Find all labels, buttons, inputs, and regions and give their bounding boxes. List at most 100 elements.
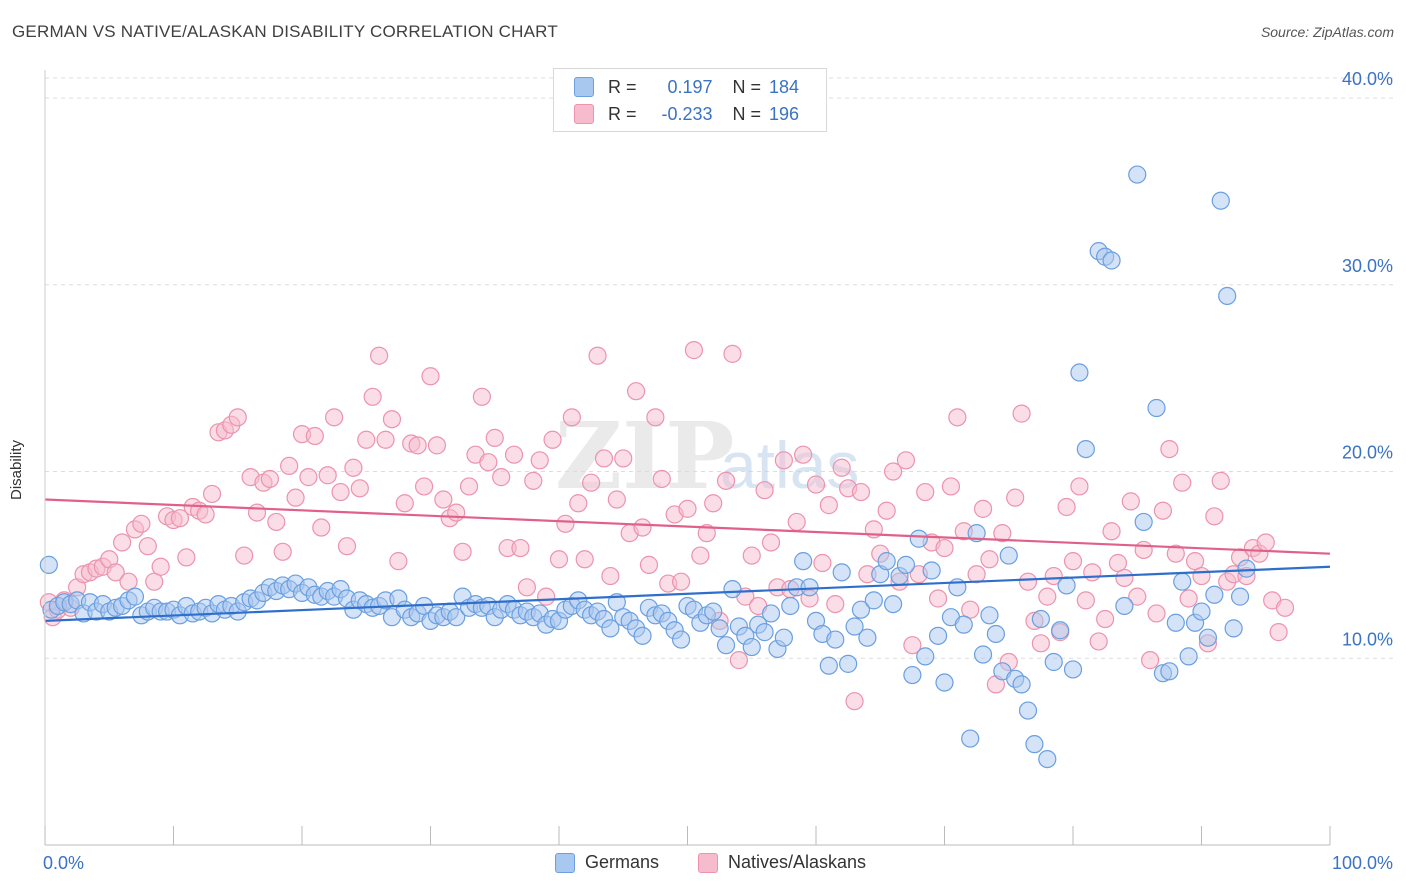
german-point <box>980 606 999 625</box>
native-point <box>993 524 1012 543</box>
legend-row-german: R = 0.197 N = 184 <box>574 75 799 99</box>
native-point <box>305 426 324 446</box>
native-point <box>112 533 132 552</box>
native-point <box>273 542 292 561</box>
german-point <box>1076 439 1095 459</box>
native-point <box>370 346 389 365</box>
german-point <box>1205 585 1224 604</box>
german-point <box>909 529 928 548</box>
german-point <box>755 623 774 642</box>
native-point <box>228 408 247 427</box>
native-r-label: R = <box>608 103 637 124</box>
german-point <box>916 647 935 666</box>
german-point <box>922 561 941 580</box>
native-point <box>1063 552 1083 571</box>
native-point <box>896 451 916 470</box>
native-point <box>742 546 761 565</box>
native-point <box>376 430 395 449</box>
native-point <box>1057 497 1076 517</box>
native-point <box>941 477 961 496</box>
native-point <box>1275 598 1295 617</box>
bottom-legend-native: Natives/Alaskans <box>698 852 866 873</box>
german-point <box>986 624 1006 644</box>
native-point <box>504 445 524 464</box>
x-tick-label: 0.0% <box>43 853 84 873</box>
correlation-legend: R = 0.197 N = 184 R = -0.233 N = 196 <box>553 68 827 132</box>
native-point <box>1076 591 1095 610</box>
native-point <box>1205 507 1224 526</box>
native-point <box>1089 632 1108 651</box>
native-point <box>1018 572 1038 591</box>
german-point <box>1038 749 1057 769</box>
german-point <box>851 600 871 619</box>
native-point <box>948 408 967 427</box>
native-point <box>626 382 646 401</box>
x-tick-label: 100.0% <box>1332 853 1393 873</box>
german-point <box>761 604 781 623</box>
german-point <box>1147 398 1166 418</box>
german-points-layer <box>39 165 1256 769</box>
y-tick-label: 10.0% <box>1342 629 1393 649</box>
native-point <box>774 451 793 470</box>
german-point <box>1192 602 1211 621</box>
german-point <box>1134 512 1153 532</box>
german-point <box>1173 572 1192 591</box>
german-point <box>447 608 466 627</box>
german-n-value: 184 <box>769 76 800 97</box>
german-legend-swatch <box>555 852 575 873</box>
native-point <box>459 477 479 496</box>
german-point <box>710 619 729 638</box>
native-point <box>1031 634 1050 653</box>
german-point <box>967 524 986 543</box>
german-r-label: R = <box>608 76 637 97</box>
native-point <box>556 514 575 533</box>
native-point <box>1179 589 1198 608</box>
native-point <box>286 488 305 507</box>
native-point <box>543 430 562 449</box>
native-point <box>826 594 845 614</box>
native-point <box>601 566 620 586</box>
native-point <box>267 512 286 532</box>
native-point <box>453 542 472 561</box>
native-legend-label: Natives/Alaskans <box>728 852 867 872</box>
native-point <box>1140 651 1160 670</box>
german-point <box>774 628 793 647</box>
native-point <box>646 408 665 427</box>
native-point <box>761 533 781 552</box>
native-point <box>614 449 633 468</box>
native-point <box>562 408 581 427</box>
native-point <box>697 524 716 543</box>
german-n-label: N = <box>732 76 762 97</box>
native-point <box>729 651 749 670</box>
native-point <box>247 503 267 522</box>
native-point <box>787 512 806 532</box>
native-point <box>260 469 279 489</box>
native-point <box>716 471 736 490</box>
y-tick-label: 30.0% <box>1342 256 1393 276</box>
native-point <box>684 341 704 360</box>
native-point <box>832 458 851 477</box>
native-point <box>813 553 832 573</box>
german-point <box>1179 647 1198 666</box>
native-point <box>492 468 511 487</box>
native-point <box>549 550 569 569</box>
native-point <box>1044 566 1063 586</box>
native-point <box>903 636 922 655</box>
native-point <box>312 518 331 537</box>
native-point <box>280 456 299 476</box>
grid-layer <box>45 77 1395 659</box>
german-point <box>1218 286 1237 306</box>
native-n-value: 196 <box>769 103 800 124</box>
native-swatch <box>574 104 594 124</box>
native-point <box>434 490 453 509</box>
native-point <box>1192 566 1211 586</box>
native-point <box>395 494 414 513</box>
native-point <box>607 490 626 509</box>
native-point <box>671 572 691 591</box>
native-point <box>337 537 357 556</box>
native-point <box>594 449 614 468</box>
native-point <box>883 462 903 481</box>
native-point <box>511 538 530 558</box>
german-point <box>1063 660 1083 679</box>
